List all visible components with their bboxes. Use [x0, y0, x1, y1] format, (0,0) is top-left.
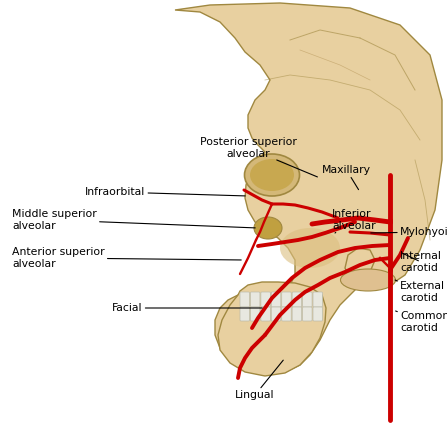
Text: Maxillary: Maxillary	[322, 165, 371, 190]
FancyBboxPatch shape	[250, 307, 260, 321]
Text: Internal
carotid: Internal carotid	[400, 251, 442, 273]
FancyBboxPatch shape	[271, 292, 281, 307]
Text: Anterior superior
alveolar: Anterior superior alveolar	[12, 247, 241, 269]
FancyBboxPatch shape	[250, 292, 260, 307]
FancyBboxPatch shape	[261, 307, 270, 321]
Text: Infraorbital: Infraorbital	[85, 187, 245, 197]
Text: Posterior superior
alveolar: Posterior superior alveolar	[199, 137, 317, 177]
FancyBboxPatch shape	[271, 307, 281, 321]
FancyBboxPatch shape	[240, 307, 249, 321]
Ellipse shape	[254, 217, 282, 239]
FancyBboxPatch shape	[282, 292, 291, 307]
Ellipse shape	[280, 228, 340, 268]
FancyBboxPatch shape	[313, 307, 322, 321]
FancyBboxPatch shape	[240, 292, 249, 307]
Ellipse shape	[341, 269, 396, 291]
FancyBboxPatch shape	[303, 307, 312, 321]
FancyBboxPatch shape	[303, 292, 312, 307]
Polygon shape	[175, 3, 442, 375]
FancyBboxPatch shape	[282, 307, 291, 321]
Ellipse shape	[245, 154, 299, 196]
Text: Lingual: Lingual	[235, 360, 283, 400]
Text: Inferior
alveolar: Inferior alveolar	[332, 209, 375, 233]
Text: Middle superior
alveolar: Middle superior alveolar	[12, 209, 255, 231]
Text: Common
carotid: Common carotid	[396, 311, 447, 333]
FancyBboxPatch shape	[292, 307, 302, 321]
FancyBboxPatch shape	[261, 292, 270, 307]
Polygon shape	[218, 282, 326, 376]
Text: Mylohyoid: Mylohyoid	[371, 227, 447, 237]
Ellipse shape	[250, 159, 294, 191]
FancyBboxPatch shape	[292, 292, 302, 307]
FancyBboxPatch shape	[313, 292, 322, 307]
Text: External
carotid: External carotid	[395, 280, 445, 303]
Text: Facial: Facial	[112, 303, 262, 313]
